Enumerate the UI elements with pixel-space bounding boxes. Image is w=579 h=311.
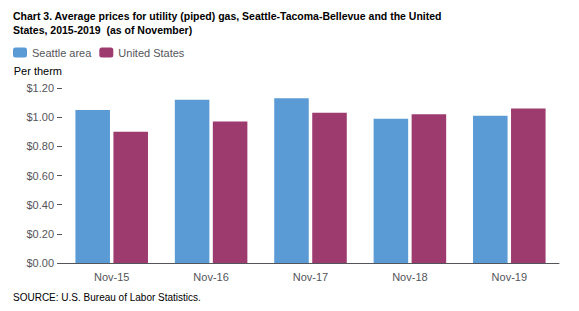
- svg-text:$0.20: $0.20: [26, 228, 54, 240]
- svg-text:Seattle area: Seattle area: [32, 47, 92, 59]
- svg-text:Nov-17: Nov-17: [293, 271, 328, 283]
- svg-text:Nov-18: Nov-18: [392, 271, 427, 283]
- svg-text:$1.20: $1.20: [26, 82, 54, 94]
- svg-text:States, 2015-2019 (as of Nove: States, 2015-2019 (as of November): [13, 24, 192, 36]
- svg-text:Per therm: Per therm: [14, 65, 62, 77]
- svg-text:SOURCE: U.S. Bureau of Labor S: SOURCE: U.S. Bureau of Labor Statistics.: [13, 292, 201, 303]
- svg-text:Nov-19: Nov-19: [492, 271, 527, 283]
- svg-text:Nov-15: Nov-15: [94, 271, 129, 283]
- svg-text:Nov-16: Nov-16: [193, 271, 228, 283]
- svg-text:$1.00: $1.00: [26, 111, 54, 123]
- svg-text:$0.40: $0.40: [26, 199, 54, 211]
- svg-text:United States: United States: [118, 47, 185, 59]
- svg-text:$0.80: $0.80: [26, 140, 54, 152]
- svg-text:Chart 3. Average prices for ut: Chart 3. Average prices for utility (pip…: [13, 10, 441, 22]
- svg-text:$0.60: $0.60: [26, 170, 54, 182]
- svg-text:$0.00: $0.00: [26, 257, 54, 269]
